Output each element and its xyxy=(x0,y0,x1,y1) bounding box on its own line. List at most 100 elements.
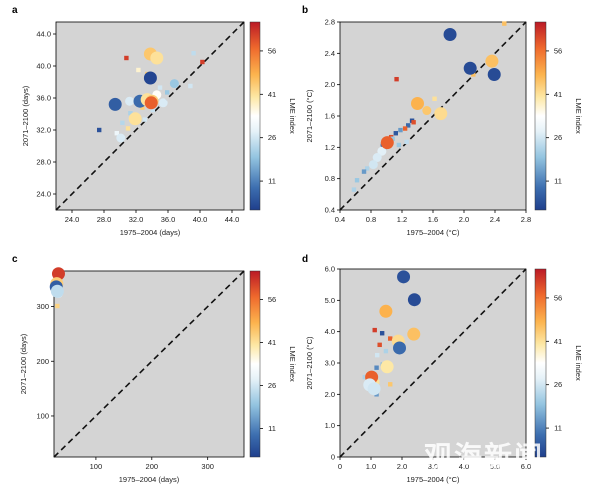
y-axis-title: 2071–2100 (°C) xyxy=(305,89,314,143)
data-point xyxy=(377,342,382,348)
panel-c: c 100 200 300 100 200 300 1975–2004 (days) 2071–… xyxy=(12,254,297,484)
data-point xyxy=(380,360,394,374)
y-tick-label: 5.0 xyxy=(325,296,335,305)
colorbar-tick-label: 41 xyxy=(554,90,562,99)
data-point xyxy=(157,85,163,90)
data-point xyxy=(396,142,402,148)
data-point xyxy=(368,160,378,170)
one-to-one-line xyxy=(53,270,245,458)
data-point xyxy=(169,79,179,89)
one-to-one-line xyxy=(339,268,527,458)
x-tick-label: 200 xyxy=(146,462,159,471)
data-point xyxy=(362,374,367,380)
data-point xyxy=(354,178,360,183)
data-point xyxy=(388,382,393,387)
data-point xyxy=(200,59,205,65)
colorbar-tick-label: 11 xyxy=(268,424,276,433)
data-point xyxy=(383,348,389,354)
data-point xyxy=(398,127,403,133)
y-tick-label: 2.8 xyxy=(325,18,335,27)
panel-label: a xyxy=(12,5,18,16)
y-tick-label: 40.0 xyxy=(36,62,51,71)
colorbar-title: LME index xyxy=(288,346,297,382)
data-point xyxy=(97,127,102,133)
colorbar xyxy=(534,268,547,458)
x-tick-label: 40.0 xyxy=(193,215,208,224)
colorbar-tick-label: 26 xyxy=(268,381,276,390)
watermark: 观海新闻 xyxy=(424,440,545,473)
data-point xyxy=(116,133,126,143)
x-tick-label: 24.0 xyxy=(65,215,80,224)
data-point xyxy=(144,96,158,110)
x-tick-label: 0 xyxy=(338,462,342,471)
data-point xyxy=(120,120,125,125)
y-tick-label: 24.0 xyxy=(36,190,51,199)
data-point xyxy=(372,327,377,333)
data-point xyxy=(55,303,60,309)
y-tick-label: 1.0 xyxy=(325,421,335,430)
panel-b: b 0.4 0.8 1.2 1.6 2.0 2.4 2.8 0.4 0.8 1.2 1.6 2.0 2.4… xyxy=(302,5,583,237)
colorbar-tick-label: 56 xyxy=(268,46,276,55)
data-point xyxy=(404,139,409,145)
data-point xyxy=(51,267,65,281)
data-point xyxy=(375,379,380,384)
data-point xyxy=(407,327,421,341)
data-point xyxy=(108,97,122,111)
y-axis-title: 2071–2100 (days) xyxy=(19,333,28,394)
y-axis-title: 2071–2100 (days) xyxy=(21,85,30,146)
x-axis-title: 1975–2004 (°C) xyxy=(406,475,460,484)
data-point xyxy=(114,131,119,136)
x-tick-label: 1.0 xyxy=(366,462,376,471)
y-tick-label: 36.0 xyxy=(36,94,51,103)
data-point xyxy=(434,107,448,121)
y-tick-label: 1.2 xyxy=(325,143,335,152)
data-point xyxy=(377,146,387,156)
data-point xyxy=(158,98,168,108)
data-point xyxy=(388,336,393,341)
colorbar-tick-label: 41 xyxy=(268,90,276,99)
data-point xyxy=(394,76,399,82)
y-tick-label: 6.0 xyxy=(325,265,335,274)
data-point xyxy=(487,67,501,81)
data-point xyxy=(471,72,476,77)
data-point xyxy=(432,96,437,101)
data-point xyxy=(411,120,416,125)
colorbar-tick-label: 26 xyxy=(554,380,562,389)
y-tick-label: 2.0 xyxy=(325,390,335,399)
y-tick-label: 2.4 xyxy=(325,49,335,58)
colorbar xyxy=(249,270,261,458)
one-to-one-line xyxy=(339,21,527,211)
x-tick-label: 2.0 xyxy=(397,462,407,471)
data-point xyxy=(379,331,385,336)
x-tick-label: 6.0 xyxy=(521,462,531,471)
y-tick-label: 28.0 xyxy=(36,158,51,167)
data-point xyxy=(393,341,407,355)
data-point xyxy=(165,90,170,95)
x-tick-label: 0.4 xyxy=(335,215,345,224)
y-tick-label: 300 xyxy=(36,302,49,311)
data-point xyxy=(125,126,131,131)
panel-label: d xyxy=(302,254,308,265)
y-tick-label: 100 xyxy=(36,411,49,420)
y-tick-label: 3.0 xyxy=(325,359,335,368)
data-point xyxy=(188,83,193,89)
data-point xyxy=(443,28,457,42)
panel-a: a 24.0 28.0 32.0 36.0 40.0 44.0 24.0 28.0 32.0 36.… xyxy=(12,5,297,237)
colorbar-tick-label: 41 xyxy=(268,338,276,347)
data-point xyxy=(351,187,357,192)
data-point xyxy=(136,67,141,73)
data-point xyxy=(397,270,411,284)
x-tick-label: 2.4 xyxy=(490,215,500,224)
data-point xyxy=(390,136,395,141)
colorbar-tick-label: 11 xyxy=(554,424,562,433)
data-point xyxy=(124,55,129,61)
data-point xyxy=(402,126,408,131)
colorbar-tick-label: 41 xyxy=(554,337,562,346)
panel-d: d 0 1.0 2.0 3.0 4.0 5.0 6.0 0 1.0 2.0 3.0 4.0 5.0 6.0 1… xyxy=(302,254,583,484)
y-tick-label: 0 xyxy=(331,453,335,462)
x-tick-label: 32.0 xyxy=(129,215,144,224)
colorbar-tick-label: 11 xyxy=(554,177,562,186)
colorbar-tick-label: 56 xyxy=(554,293,562,302)
data-point xyxy=(364,166,370,171)
data-point xyxy=(50,284,64,298)
